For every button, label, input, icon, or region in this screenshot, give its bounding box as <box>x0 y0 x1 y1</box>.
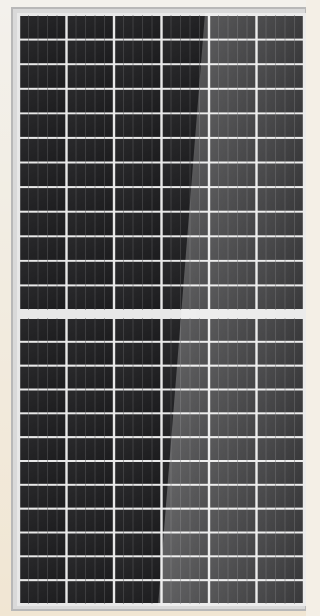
solar-cell <box>20 486 65 508</box>
solar-cell <box>20 510 65 532</box>
solar-cell <box>68 41 113 64</box>
solar-cell <box>68 581 113 603</box>
solar-cell <box>115 438 160 460</box>
solar-cell <box>68 213 113 236</box>
solar-cell <box>20 557 65 579</box>
solar-cell <box>20 367 65 389</box>
solar-cell <box>20 462 65 484</box>
solar-cell <box>20 164 65 187</box>
solar-cell <box>115 262 160 285</box>
solar-cell <box>115 237 160 260</box>
solar-cell <box>115 367 160 389</box>
solar-cell <box>115 557 160 579</box>
solar-cell <box>68 114 113 137</box>
solar-cell <box>20 262 65 285</box>
solar-cell <box>115 414 160 436</box>
solar-cell <box>20 319 65 341</box>
solar-cell <box>115 343 160 365</box>
solar-cell <box>68 391 113 413</box>
solar-cell <box>115 164 160 187</box>
solar-cell <box>115 581 160 603</box>
solar-cell <box>68 462 113 484</box>
solar-cell <box>20 41 65 64</box>
solar-cell <box>115 41 160 64</box>
solar-cell <box>115 486 160 508</box>
solar-cell <box>163 16 208 39</box>
solar-cell <box>115 114 160 137</box>
solar-cell <box>20 286 65 309</box>
solar-cell <box>20 213 65 236</box>
solar-cell <box>115 139 160 162</box>
solar-cell <box>115 16 160 39</box>
solar-cell <box>68 286 113 309</box>
solar-cell <box>68 343 113 365</box>
solar-cell <box>20 414 65 436</box>
solar-cell <box>20 114 65 137</box>
solar-cell <box>68 414 113 436</box>
solar-cell <box>68 510 113 532</box>
solar-cell <box>68 16 113 39</box>
solar-cell <box>20 237 65 260</box>
solar-cell <box>115 391 160 413</box>
solar-cell <box>115 286 160 309</box>
solar-cell <box>115 462 160 484</box>
solar-cell <box>20 343 65 365</box>
solar-cell <box>68 557 113 579</box>
solar-cell <box>20 90 65 113</box>
solar-cell <box>68 164 113 187</box>
solar-cell <box>20 188 65 211</box>
solar-cell <box>20 16 65 39</box>
solar-cell <box>115 188 160 211</box>
solar-cell <box>115 65 160 88</box>
solar-cell <box>20 534 65 556</box>
solar-cell <box>20 391 65 413</box>
solar-cell <box>20 139 65 162</box>
solar-cell <box>115 213 160 236</box>
solar-cell <box>115 534 160 556</box>
solar-cell <box>163 41 208 64</box>
solar-cell <box>68 438 113 460</box>
solar-cell <box>68 139 113 162</box>
solar-cell <box>115 90 160 113</box>
solar-cell <box>115 319 160 341</box>
solar-cell <box>68 534 113 556</box>
solar-cell <box>20 65 65 88</box>
solar-cell <box>20 581 65 603</box>
solar-cell <box>68 188 113 211</box>
solar-cell <box>20 438 65 460</box>
solar-cell <box>68 262 113 285</box>
solar-cell <box>68 237 113 260</box>
solar-cell <box>68 319 113 341</box>
solar-cell <box>68 486 113 508</box>
photo <box>0 0 306 616</box>
page: (() => { const svg = document.getElement… <box>0 0 320 616</box>
solar-cell <box>68 367 113 389</box>
solar-cell <box>68 65 113 88</box>
solar-cell <box>115 510 160 532</box>
solar-cell <box>68 90 113 113</box>
